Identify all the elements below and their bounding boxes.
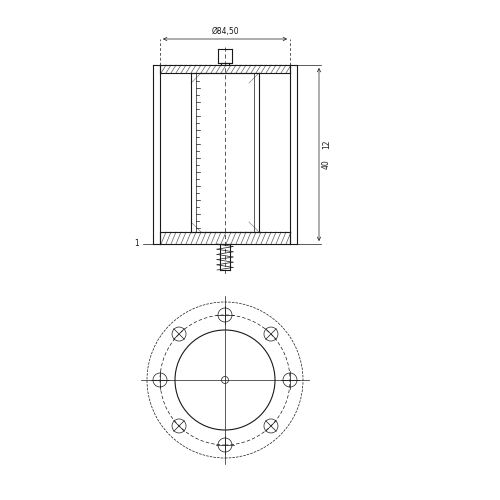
Text: Ø84,50: Ø84,50 [211,27,239,36]
Text: 40: 40 [322,160,331,170]
Text: 1: 1 [134,240,139,248]
Text: 12: 12 [322,140,331,149]
